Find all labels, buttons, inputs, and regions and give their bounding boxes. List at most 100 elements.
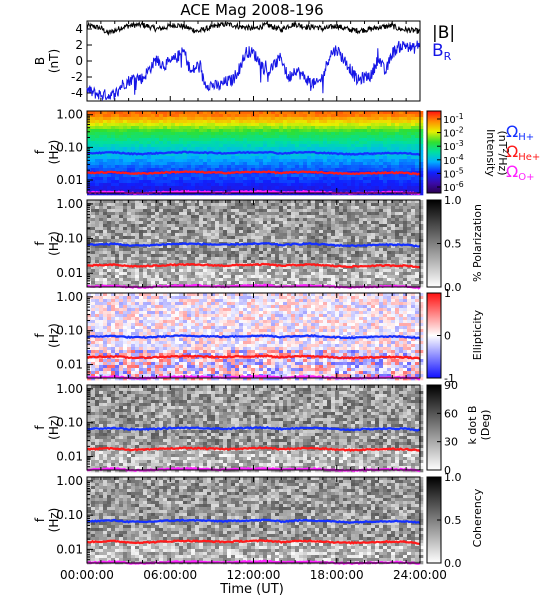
intensity-cell — [363, 162, 368, 166]
intensity-cell — [95, 138, 100, 142]
intensity-cell — [119, 141, 124, 145]
intensity-cell — [287, 144, 292, 148]
intensity-cell — [271, 141, 276, 145]
intensity-cell — [151, 135, 156, 139]
intensity-cell — [283, 114, 288, 118]
polarization-cell — [199, 221, 204, 225]
polarization-cell — [275, 206, 280, 210]
intensity-cell — [367, 117, 372, 121]
polarization-cell — [151, 209, 156, 213]
intensity-cell — [211, 159, 216, 163]
intensity-cell — [143, 138, 148, 142]
polarization-cell — [331, 269, 336, 273]
polarization-cell — [195, 209, 200, 213]
polarization-cell — [155, 275, 160, 279]
polarization-cell — [271, 281, 276, 285]
intensity-cell — [379, 186, 384, 190]
polarization-cell — [99, 254, 104, 258]
intensity-cell — [95, 117, 100, 121]
polarization-cell — [299, 281, 304, 285]
polarization-cell — [207, 272, 212, 276]
polarization-cell — [371, 233, 376, 237]
intensity-cell — [351, 144, 356, 148]
polarization-cell — [331, 266, 336, 270]
intensity-cell — [283, 111, 288, 115]
intensity-cell — [219, 162, 224, 166]
polarization-cell — [307, 215, 312, 219]
polarization-cell — [95, 236, 100, 240]
polarization-cell — [171, 275, 176, 279]
polarization-cell — [359, 260, 364, 264]
intensity-cell — [111, 132, 116, 136]
polarization-cell — [311, 221, 316, 225]
polarization-cell — [355, 257, 360, 261]
polarization-cell — [263, 260, 268, 264]
polarization-cell — [391, 257, 396, 261]
polarization-cell — [323, 224, 328, 228]
polarization-cell — [363, 257, 368, 261]
intensity-cell — [315, 117, 320, 121]
polarization-cell — [103, 278, 108, 282]
polarization-cell — [231, 212, 236, 216]
polarization-cell — [347, 227, 352, 231]
intensity-cell — [351, 150, 356, 154]
bfield-ytick-label: -2 — [71, 70, 83, 84]
polarization-cell — [131, 212, 136, 216]
intensity-cell — [163, 126, 168, 130]
polarization-cell — [203, 245, 208, 249]
intensity-cell — [171, 177, 176, 181]
polarization-cell — [111, 203, 116, 207]
intensity-cell — [235, 159, 240, 163]
intensity-cell — [419, 114, 424, 118]
polarization-cell — [415, 236, 420, 240]
intensity-cell — [375, 144, 380, 148]
polarization-cell — [351, 239, 356, 243]
intensity-cell — [279, 186, 284, 190]
polarization-cell — [91, 239, 96, 243]
intensity-cell — [211, 183, 216, 187]
intensity-cell — [123, 180, 128, 184]
polarization-cell — [343, 260, 348, 264]
intensity-cell — [367, 135, 372, 139]
polarization-cell — [247, 206, 252, 210]
intensity-cell — [327, 174, 332, 178]
intensity-cell — [227, 144, 232, 148]
intensity-cell — [407, 123, 412, 127]
polarization-cell — [419, 281, 424, 285]
polarization-cell — [387, 218, 392, 222]
intensity-cell — [407, 186, 412, 190]
polarization-cell — [183, 218, 188, 222]
intensity-cell — [91, 180, 96, 184]
polarization-cell — [247, 251, 252, 255]
intensity-cell — [239, 165, 244, 169]
intensity-cell — [215, 138, 220, 142]
polarization-cell — [287, 275, 292, 279]
polarization-cell — [411, 269, 416, 273]
intensity-cell — [251, 117, 256, 121]
intensity-cell — [267, 183, 272, 187]
intensity-cell — [227, 189, 232, 193]
intensity-cell — [283, 150, 288, 154]
polarization-cell — [343, 263, 348, 267]
intensity-cell — [207, 120, 212, 124]
intensity-cell — [363, 117, 368, 121]
intensity-cell — [371, 126, 376, 130]
polarization-cell — [151, 236, 156, 240]
intensity-cell — [351, 147, 356, 151]
intensity-cell — [359, 159, 364, 163]
intensity-cell — [207, 180, 212, 184]
intensity-cell — [215, 168, 220, 172]
intensity-cell — [367, 141, 372, 145]
polarization-cell — [123, 248, 128, 252]
intensity-cell — [371, 135, 376, 139]
polarization-cell — [331, 248, 336, 252]
intensity-ylabel-line2: (Hz) — [47, 140, 61, 165]
intensity-cell — [239, 129, 244, 133]
polarization-cell — [339, 275, 344, 279]
polarization-cell — [375, 272, 380, 276]
intensity-cell — [391, 186, 396, 190]
polarization-cell — [327, 275, 332, 279]
intensity-cell — [343, 180, 348, 184]
intensity-cell — [127, 135, 132, 139]
polarization-cell — [327, 215, 332, 219]
